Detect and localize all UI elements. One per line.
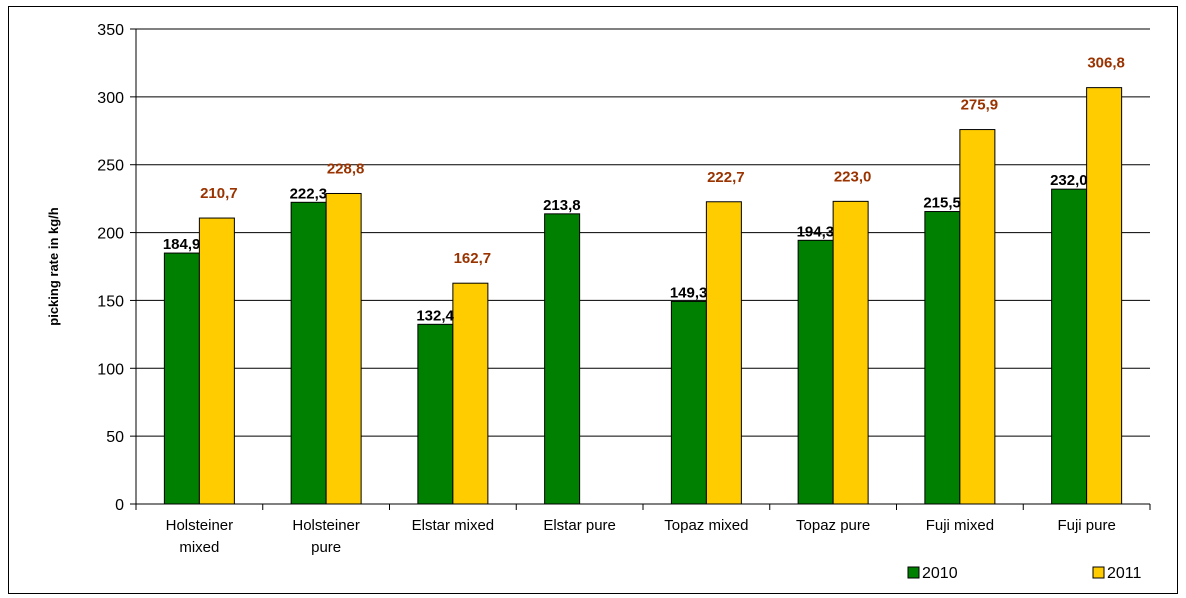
y-tick-labels: 0 50 100 150 200 250 300 350	[97, 22, 124, 514]
y-tick-label: 350	[97, 22, 124, 39]
y-tick-label: 200	[97, 226, 124, 243]
y-axis-title: picking rate in kg/h	[46, 207, 61, 326]
bars	[163, 87, 1123, 505]
x-tick-label: Holsteiner pure	[292, 517, 360, 556]
data-label-2011: 210,7	[200, 185, 238, 202]
x-tick-label: Fuji pure	[1057, 517, 1115, 534]
data-label-2010: 222,3	[290, 185, 328, 202]
legend-swatch-2011	[1092, 566, 1105, 579]
bar-2011	[452, 282, 489, 505]
data-label-2010: 215,5	[923, 195, 961, 212]
bar-2010	[417, 323, 454, 505]
y-tick-label: 50	[106, 429, 124, 446]
y-tick-label: 150	[97, 293, 124, 310]
x-tick-label: Holsteiner mixed	[166, 517, 234, 556]
bar-2011	[325, 192, 362, 505]
x-tick-labels: Holsteiner mixed Holsteiner pure Elstar mixe…	[166, 517, 1116, 556]
legend-swatch-2010	[907, 566, 920, 579]
data-labels: 184,9 210,7 222,3 228,8 132,4 162,7 213,8 149,3…	[163, 55, 1125, 325]
data-label-2011: 223,0	[834, 168, 872, 185]
bar-2010	[924, 211, 961, 505]
data-label-2011: 228,8	[327, 160, 365, 177]
legend-label-2011: 2011	[1107, 565, 1142, 582]
data-label-2011: 275,9	[961, 97, 999, 114]
bar-2011	[832, 200, 869, 505]
bar-2011	[1086, 87, 1123, 505]
bar-2010	[544, 213, 581, 505]
data-label-2010: 184,9	[163, 236, 201, 253]
y-tick-label: 100	[97, 361, 124, 378]
bar-2010	[797, 239, 834, 505]
x-tick-label: Elstar mixed	[412, 517, 495, 534]
bar-2010	[670, 300, 707, 505]
y-tick-label: 300	[97, 90, 124, 107]
bar-2010	[290, 201, 327, 505]
bar-2011	[959, 129, 996, 505]
x-tick-label: Topaz mixed	[664, 517, 748, 534]
x-tick-label: Fuji mixed	[926, 517, 994, 534]
bar-2011	[705, 201, 742, 505]
bar-2010	[163, 252, 200, 505]
y-tick-label: 250	[97, 158, 124, 175]
y-tick-label: 0	[115, 497, 124, 514]
legend: 2010 2011	[907, 565, 1142, 582]
x-tick-label: Topaz pure	[796, 517, 870, 534]
data-label-2010: 149,3	[670, 284, 708, 301]
legend-label-2010: 2010	[922, 565, 958, 582]
data-label-2011: 222,7	[707, 169, 745, 186]
x-tick-label: Elstar pure	[543, 517, 616, 534]
bar-2011	[198, 217, 235, 505]
data-label-2011: 162,7	[454, 250, 492, 267]
gridlines	[136, 28, 1150, 437]
data-label-2010: 213,8	[543, 197, 581, 214]
data-label-2010: 194,3	[797, 223, 835, 240]
bar-2010	[1051, 188, 1088, 505]
data-label-2010: 132,4	[416, 307, 454, 324]
data-label-2010: 232,0	[1050, 172, 1088, 189]
data-label-2011: 306,8	[1087, 55, 1125, 72]
